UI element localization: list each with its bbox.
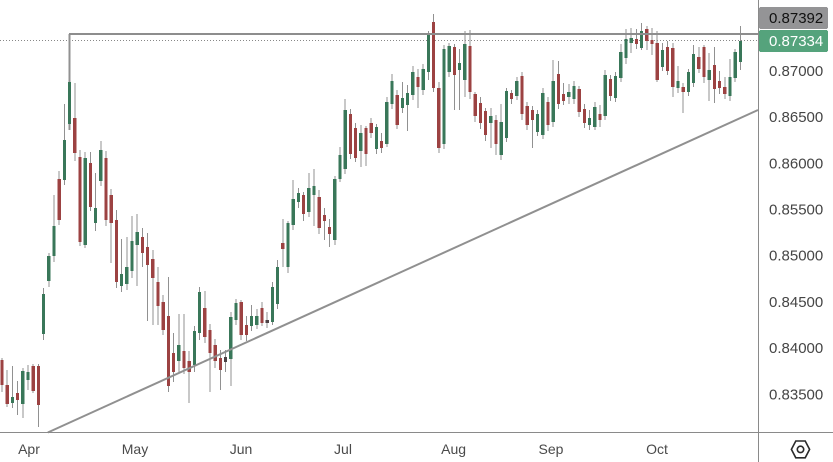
svg-text:0.87334: 0.87334 [769,33,823,50]
svg-text:0.86000: 0.86000 [769,155,823,172]
svg-text:0.84000: 0.84000 [769,340,823,357]
svg-text:Jun: Jun [230,441,253,457]
svg-text:0.86500: 0.86500 [769,109,823,126]
svg-text:0.84500: 0.84500 [769,294,823,311]
svg-text:0.87392: 0.87392 [769,10,823,27]
svg-text:Apr: Apr [18,441,40,457]
svg-text:0.83500: 0.83500 [769,386,823,403]
svg-text:Sep: Sep [539,441,564,457]
svg-text:Aug: Aug [441,441,466,457]
svg-text:Oct: Oct [646,441,668,457]
svg-text:May: May [122,441,148,457]
svg-text:Jul: Jul [334,441,352,457]
svg-text:0.87000: 0.87000 [769,63,823,80]
svg-text:0.85000: 0.85000 [769,248,823,265]
svg-text:0.85500: 0.85500 [769,202,823,219]
